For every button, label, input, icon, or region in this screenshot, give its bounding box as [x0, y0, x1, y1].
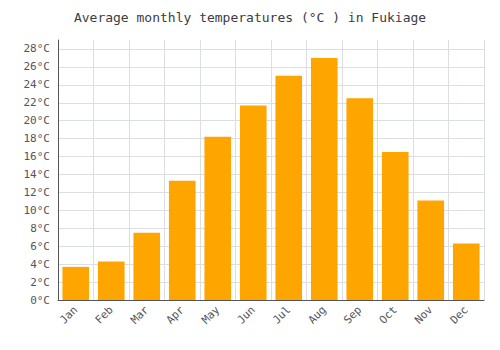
svg-text:18°C: 18°C — [24, 132, 51, 145]
svg-text:0°C: 0°C — [30, 294, 50, 307]
svg-text:14°C: 14°C — [24, 168, 51, 181]
svg-text:Jul: Jul — [270, 303, 293, 326]
svg-text:22°C: 22°C — [24, 96, 51, 109]
svg-text:Sep: Sep — [341, 303, 364, 326]
svg-text:May: May — [199, 303, 222, 326]
svg-text:Jun: Jun — [235, 303, 258, 326]
svg-text:Mar: Mar — [128, 303, 151, 326]
svg-text:8°C: 8°C — [30, 222, 50, 235]
svg-text:Oct: Oct — [377, 303, 400, 326]
svg-text:12°C: 12°C — [24, 186, 51, 199]
svg-text:6°C: 6°C — [30, 240, 50, 253]
svg-text:24°C: 24°C — [24, 78, 51, 91]
svg-text:Average monthly temperatures (: Average monthly temperatures (°C ) in Fu… — [74, 10, 426, 25]
svg-text:Dec: Dec — [448, 303, 471, 326]
svg-text:4°C: 4°C — [30, 258, 50, 271]
svg-text:Feb: Feb — [93, 303, 116, 326]
svg-text:20°C: 20°C — [24, 114, 51, 127]
svg-text:16°C: 16°C — [24, 150, 51, 163]
svg-text:Aug: Aug — [306, 303, 329, 326]
svg-text:26°C: 26°C — [24, 60, 51, 73]
svg-text:10°C: 10°C — [24, 204, 51, 217]
svg-text:Nov: Nov — [412, 303, 435, 326]
svg-text:Apr: Apr — [164, 303, 187, 326]
svg-text:2°C: 2°C — [30, 276, 50, 289]
svg-text:Jan: Jan — [57, 303, 80, 326]
svg-text:28°C: 28°C — [24, 42, 51, 55]
